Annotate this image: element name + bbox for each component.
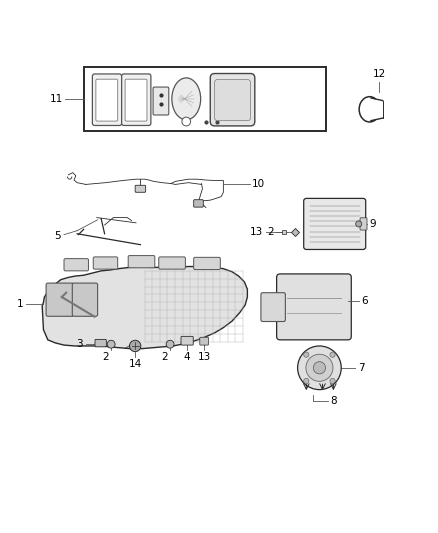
Text: 8: 8 xyxy=(330,396,337,406)
Circle shape xyxy=(304,352,309,357)
Text: 6: 6 xyxy=(361,296,367,306)
FancyBboxPatch shape xyxy=(194,200,203,207)
Circle shape xyxy=(107,340,115,348)
FancyBboxPatch shape xyxy=(215,79,251,120)
Circle shape xyxy=(306,354,333,381)
Text: 2: 2 xyxy=(267,228,274,237)
Ellipse shape xyxy=(172,78,201,120)
FancyBboxPatch shape xyxy=(277,274,351,340)
Text: 12: 12 xyxy=(373,69,386,79)
FancyBboxPatch shape xyxy=(72,283,98,316)
Text: 7: 7 xyxy=(358,363,364,373)
FancyBboxPatch shape xyxy=(46,283,74,316)
FancyBboxPatch shape xyxy=(92,74,122,125)
Polygon shape xyxy=(42,266,247,349)
Text: 10: 10 xyxy=(252,179,265,189)
FancyBboxPatch shape xyxy=(135,185,146,192)
Text: 5: 5 xyxy=(54,231,61,241)
FancyBboxPatch shape xyxy=(194,257,220,270)
Circle shape xyxy=(130,340,141,352)
FancyBboxPatch shape xyxy=(95,340,106,347)
Text: 9: 9 xyxy=(370,219,376,229)
FancyBboxPatch shape xyxy=(128,256,155,268)
FancyBboxPatch shape xyxy=(93,257,118,269)
Circle shape xyxy=(356,221,362,227)
Circle shape xyxy=(182,117,191,126)
Text: 3: 3 xyxy=(76,339,83,349)
Circle shape xyxy=(330,352,335,357)
FancyBboxPatch shape xyxy=(96,79,118,121)
FancyBboxPatch shape xyxy=(360,218,367,230)
FancyBboxPatch shape xyxy=(181,336,193,345)
FancyBboxPatch shape xyxy=(64,259,88,271)
Circle shape xyxy=(297,346,341,390)
Text: 1: 1 xyxy=(17,298,23,309)
Text: 13: 13 xyxy=(198,352,211,362)
FancyBboxPatch shape xyxy=(153,87,169,115)
FancyBboxPatch shape xyxy=(122,74,151,125)
FancyBboxPatch shape xyxy=(304,198,366,249)
Text: 13: 13 xyxy=(249,228,263,237)
Circle shape xyxy=(304,378,309,384)
FancyBboxPatch shape xyxy=(125,79,147,121)
Text: 14: 14 xyxy=(128,359,142,369)
Circle shape xyxy=(313,362,325,374)
FancyBboxPatch shape xyxy=(210,74,255,126)
Circle shape xyxy=(330,378,335,384)
Text: 11: 11 xyxy=(49,94,63,104)
Bar xyxy=(84,67,326,131)
Text: 2: 2 xyxy=(102,352,109,362)
Circle shape xyxy=(166,340,174,348)
Text: 4: 4 xyxy=(184,352,190,362)
FancyBboxPatch shape xyxy=(200,337,208,345)
FancyBboxPatch shape xyxy=(261,293,286,321)
Text: 2: 2 xyxy=(162,352,168,362)
FancyBboxPatch shape xyxy=(159,257,185,269)
